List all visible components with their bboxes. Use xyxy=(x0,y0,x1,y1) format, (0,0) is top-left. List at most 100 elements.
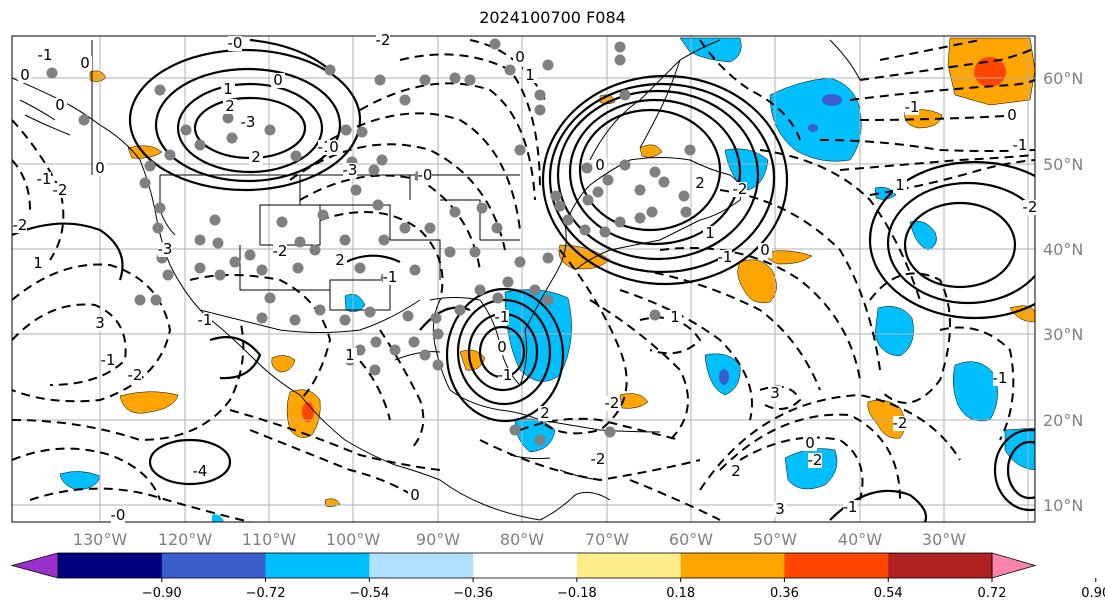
contour-label-bg xyxy=(513,50,527,65)
colorbar-tick-label: −0.90 xyxy=(142,586,182,601)
contour-label-bg xyxy=(768,386,782,401)
station-dot xyxy=(502,276,514,288)
contour-label-bg xyxy=(523,68,537,83)
contour-label-bg xyxy=(271,73,285,88)
station-dot xyxy=(550,190,562,202)
contour-label: -1 xyxy=(905,98,920,116)
colorbar-tick-label: −0.18 xyxy=(557,586,597,601)
station-dot xyxy=(370,336,382,348)
station-dot xyxy=(514,144,526,156)
contour-label-bg xyxy=(718,250,732,265)
station-dot xyxy=(604,426,616,438)
station-dot xyxy=(534,434,546,446)
station-dot xyxy=(619,89,631,101)
station-dot xyxy=(276,216,288,228)
contour-label: -2 xyxy=(808,451,823,469)
contour-label: -0 xyxy=(228,34,243,52)
station-dot xyxy=(592,186,604,198)
contour-label-bg xyxy=(905,100,919,115)
colorbar-bin xyxy=(784,553,889,578)
contour-label: 0 xyxy=(273,71,283,89)
contour-label: 1 xyxy=(670,308,680,326)
station-dot xyxy=(464,74,476,86)
contour-label: -2 xyxy=(1023,198,1038,216)
station-dot xyxy=(226,132,238,144)
contour-label: 0 xyxy=(20,66,30,84)
contour-label-bg xyxy=(773,502,787,517)
contour-label: 0 xyxy=(95,159,105,177)
latitude-label: 50°N xyxy=(1043,155,1083,174)
station-dot xyxy=(162,269,174,281)
colorbar-tick-label: 0.72 xyxy=(978,586,1007,601)
colorbar-tick-label: 0.36 xyxy=(770,586,799,601)
colorbar-min-extend xyxy=(10,552,59,579)
contour-label: 0 xyxy=(329,138,339,156)
colorbar-tick-label: −0.54 xyxy=(349,586,389,601)
station-dot xyxy=(317,209,329,221)
contour-label: 1 xyxy=(895,176,905,194)
contour-label-bg xyxy=(758,243,772,258)
station-dot xyxy=(408,336,420,348)
station-dot xyxy=(658,176,670,188)
colorbar-bin xyxy=(369,553,474,578)
longitude-label: 30°W xyxy=(922,530,966,549)
plot-frame xyxy=(11,35,1036,523)
contour-label: 2 xyxy=(251,148,261,166)
station-dot xyxy=(581,162,593,174)
station-dot xyxy=(619,159,631,171)
station-dot xyxy=(340,124,352,136)
station-dot xyxy=(684,144,696,156)
contour-label-bg xyxy=(693,176,707,191)
colorbar-bin xyxy=(473,553,578,578)
contour-label: -2 xyxy=(13,216,28,234)
contour-label-bg xyxy=(808,453,822,468)
station-dot xyxy=(368,164,380,176)
contour-label: -1 xyxy=(718,248,733,266)
station-dot xyxy=(599,226,611,238)
contour-label-bg xyxy=(893,178,907,193)
contour-label: -2 xyxy=(376,31,391,49)
station-dot xyxy=(646,206,658,218)
contour-label: -2 xyxy=(605,394,620,412)
station-dot xyxy=(350,184,362,196)
colorbar-bin xyxy=(680,553,785,578)
contour-label: 0 xyxy=(805,434,815,452)
station-dot xyxy=(180,124,192,136)
longitude-label: 80°W xyxy=(500,530,544,549)
station-dot xyxy=(374,74,386,86)
contour-label: 1 xyxy=(223,80,233,98)
station-dot xyxy=(152,222,164,234)
contour-label-bg xyxy=(53,98,67,113)
contour-label: 2 xyxy=(695,174,705,192)
contour-label-bg xyxy=(101,353,115,368)
contour-label: 0 xyxy=(410,486,420,504)
contour-label-bg xyxy=(93,161,107,176)
station-dot xyxy=(209,214,221,226)
station-dot xyxy=(542,252,554,264)
station-dot xyxy=(432,328,444,340)
station-dot xyxy=(430,312,442,324)
contour-label-bg xyxy=(18,68,32,83)
contour-label-bg xyxy=(249,150,263,165)
colorbar: −0.90 −0.72 −0.54 −0.36 −0.18 0.18 0.36 0.54 0.7… xyxy=(10,552,1105,601)
contour-label-bg xyxy=(273,244,287,259)
station-dot xyxy=(649,166,661,178)
station-dot xyxy=(534,104,546,116)
station-dot xyxy=(582,194,594,206)
contour-label-bg xyxy=(376,33,390,48)
contour-label: -2 xyxy=(273,242,288,260)
station-dot xyxy=(509,424,521,436)
station-dot xyxy=(602,174,614,186)
colorbar-tick-label: −0.72 xyxy=(246,586,286,601)
colorbar-tick-label: 0.90 xyxy=(1081,586,1105,601)
contour-label: 2 xyxy=(540,404,550,422)
contour-label: -1 xyxy=(383,268,398,286)
station-dot xyxy=(144,160,156,172)
contour-label-bg xyxy=(703,226,717,241)
contour-label: 0 xyxy=(55,96,65,114)
colorbar-tick-label: 0.54 xyxy=(874,586,903,601)
contour-label-bg xyxy=(158,242,172,257)
longitude-label: 70°W xyxy=(585,530,629,549)
station-dot xyxy=(680,206,692,218)
